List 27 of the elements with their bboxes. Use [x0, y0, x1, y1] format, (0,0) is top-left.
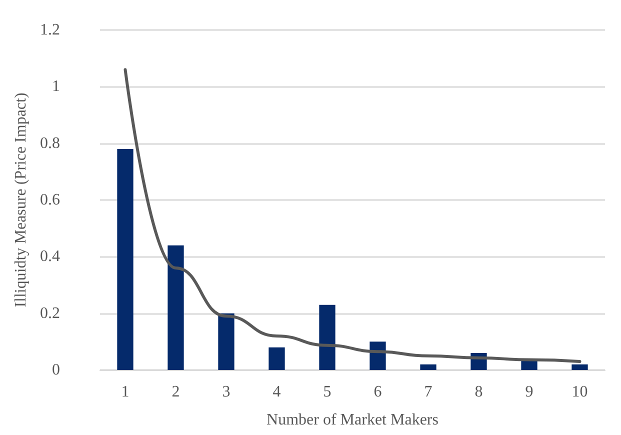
x-tick-label: 5 — [323, 384, 332, 400]
y-tick-label: 0.6 — [40, 192, 60, 208]
y-tick-label: 0.4 — [40, 248, 60, 266]
x-tick-label: 6 — [374, 384, 382, 400]
x-tick-label: 9 — [525, 384, 534, 400]
x-tick-label: 10 — [572, 384, 588, 400]
x-tick-label: 4 — [272, 384, 281, 400]
bar — [268, 347, 285, 370]
bar — [218, 313, 234, 370]
bar — [319, 304, 336, 370]
line-series — [124, 68, 582, 363]
y-tick-label: 0.2 — [40, 304, 60, 322]
y-tick-label: 1 — [52, 78, 60, 96]
y-tick-label: 1.2 — [40, 22, 60, 38]
x-tick-label: 3 — [222, 384, 230, 400]
y-tick-label: 0.8 — [40, 134, 60, 152]
bar — [117, 149, 134, 370]
bar — [168, 245, 184, 370]
bar — [572, 364, 588, 370]
x-tick-label: 7 — [424, 384, 432, 400]
x-tick-label: 2 — [172, 384, 180, 400]
y-tick-label: 0 — [52, 362, 60, 378]
x-tick-label: 1 — [121, 384, 130, 400]
x-axis-title: Number of Market Makers — [266, 412, 438, 428]
bar — [420, 364, 436, 370]
y-axis-title: Illiquidty Measure (Price Impact) — [12, 92, 30, 308]
x-tick-label: 8 — [474, 384, 483, 400]
